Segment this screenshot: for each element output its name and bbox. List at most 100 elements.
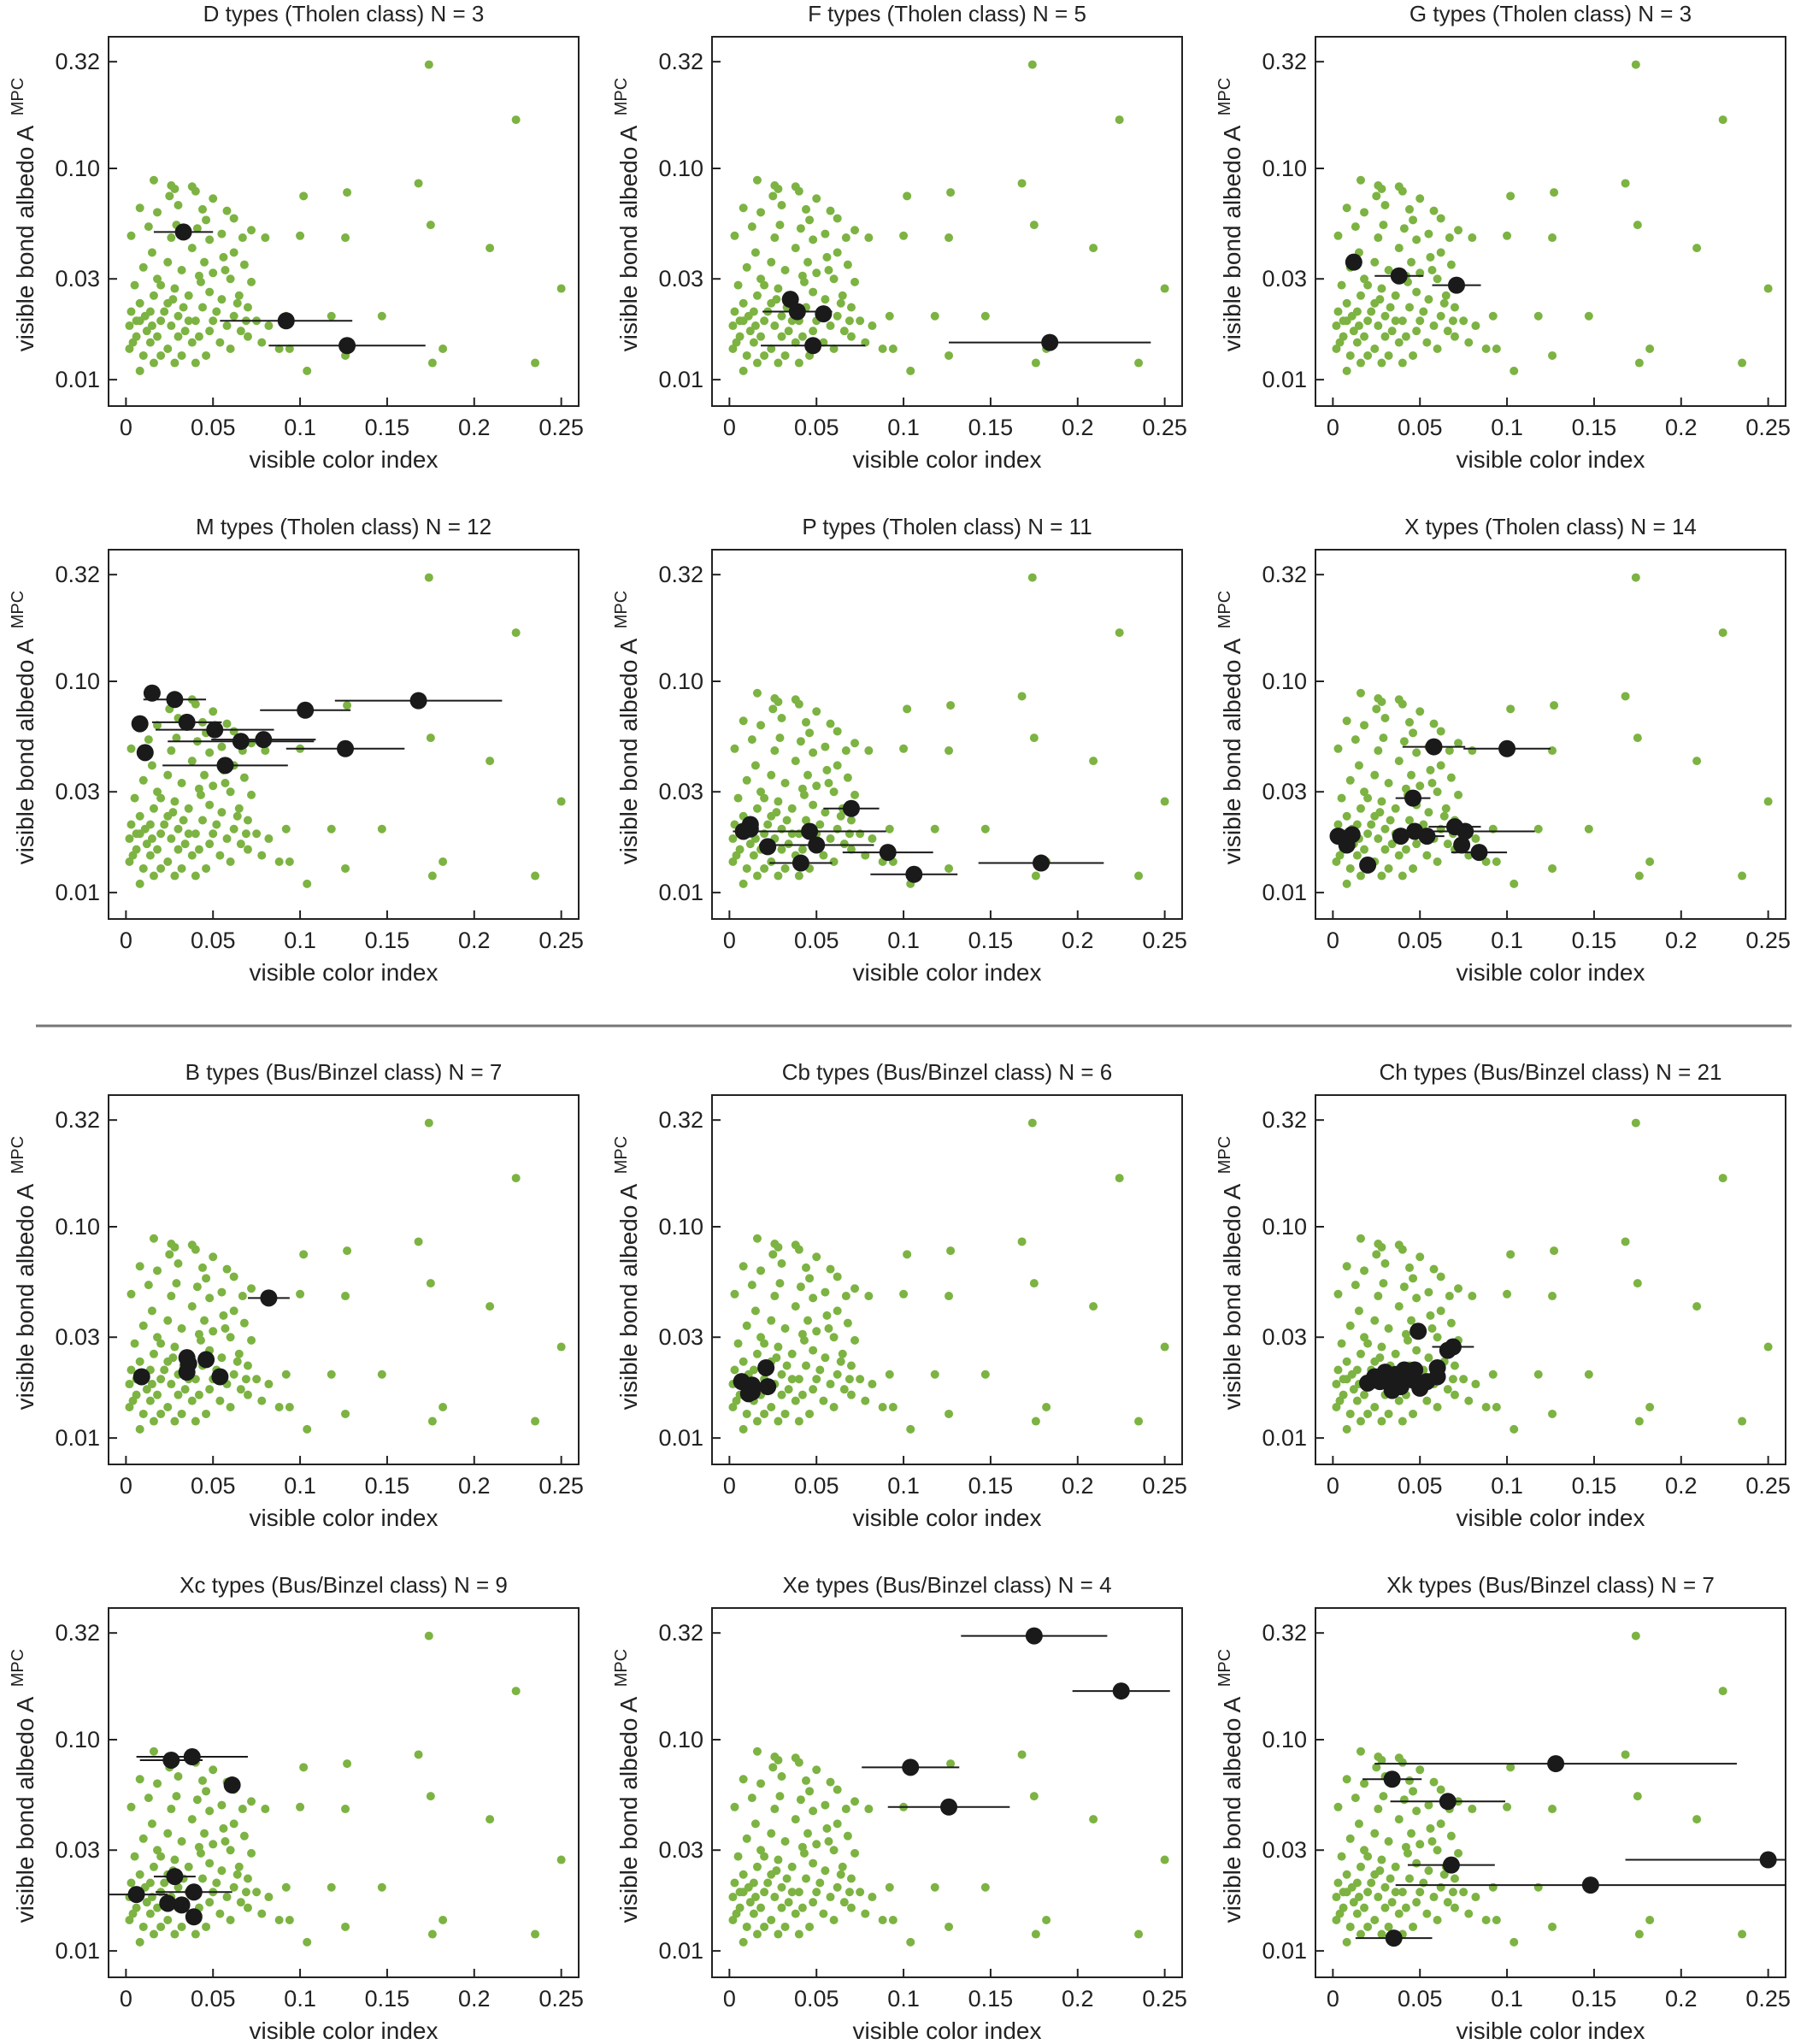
background-point [247,1848,256,1858]
background-point [1342,1937,1351,1947]
background-point [774,1342,783,1352]
background-point [767,857,776,867]
background-point [130,1852,139,1861]
background-point [1718,115,1727,125]
background-point [424,1118,433,1128]
background-point [1029,1279,1039,1288]
background-point [172,733,181,743]
y-tick-label: 0.01 [1262,367,1307,392]
background-point [200,1316,209,1325]
background-point [229,824,238,834]
background-point [888,1916,898,1925]
highlight-point [1470,844,1488,862]
background-point [229,1306,238,1316]
x-tick-label: 0.2 [1665,415,1698,440]
background-point [1349,327,1358,336]
background-point [809,287,818,297]
background-point [794,1929,803,1939]
background-point [229,1272,238,1281]
y-tick-label: 0.01 [658,1938,703,1964]
background-point [1027,1118,1037,1128]
background-point [815,820,825,829]
background-point [1367,307,1376,316]
background-point [794,1417,803,1426]
background-point [791,244,800,253]
background-point [1345,1321,1355,1330]
highlight-point [277,312,295,330]
background-point [730,1365,739,1375]
background-point [142,839,151,849]
background-point [149,291,158,300]
background-point [1445,746,1454,756]
background-point [205,1293,215,1303]
background-point [1374,746,1383,756]
background-point [170,284,180,293]
background-point [819,1396,828,1405]
background-point [1412,327,1421,336]
background-point [1645,1403,1655,1412]
background-point [739,298,748,308]
background-point [257,1909,267,1918]
background-point [252,1888,262,1897]
background-point [1415,1840,1425,1849]
background-point [760,280,769,290]
background-point [414,179,423,188]
background-point [163,1916,173,1925]
background-point [1160,797,1169,806]
background-point [1339,316,1348,326]
background-point [212,307,221,316]
background-point [424,1631,433,1641]
background-point [784,839,793,849]
background-point [135,203,144,213]
plot-frame [108,1607,580,1978]
plot-frame [1315,549,1786,920]
background-point [1510,879,1519,888]
background-point [1415,1888,1425,1897]
background-point [163,1829,173,1838]
background-point [767,1829,776,1838]
background-point [163,857,173,867]
background-point [903,191,912,201]
background-point [1510,366,1519,375]
background-point [1415,707,1425,716]
background-point [438,1403,448,1412]
background-point [187,851,197,860]
background-point [1763,284,1773,293]
background-point [728,1403,738,1412]
background-point [135,1357,144,1366]
background-point [147,248,156,257]
background-point [878,1403,887,1412]
x-tick-label: 0.05 [794,928,839,953]
background-point [1337,1852,1346,1861]
plot-frame [1315,36,1786,407]
background-point [1384,1323,1393,1333]
background-point [145,1909,155,1918]
background-point [264,1380,274,1389]
background-point [135,298,144,308]
background-point [163,1316,173,1325]
background-point [234,1349,244,1358]
background-point [556,1342,566,1352]
background-point [1403,1848,1412,1858]
background-point [784,327,793,336]
background-point [1550,1246,1559,1256]
background-point [194,332,203,341]
background-point [833,1306,842,1316]
background-point [899,231,909,240]
background-point [826,1777,835,1787]
background-point [812,781,821,791]
background-point [184,1862,193,1871]
highlight-point [255,731,273,749]
background-point [794,1375,803,1384]
background-point [177,863,186,873]
background-point [156,1852,166,1861]
background-point [774,284,783,293]
background-point [745,839,755,849]
background-point [856,1375,865,1384]
background-point [930,311,939,321]
background-point [752,175,762,185]
background-point [945,746,954,756]
background-point [252,1375,262,1384]
background-point [1450,332,1459,341]
background-point [777,1390,786,1399]
